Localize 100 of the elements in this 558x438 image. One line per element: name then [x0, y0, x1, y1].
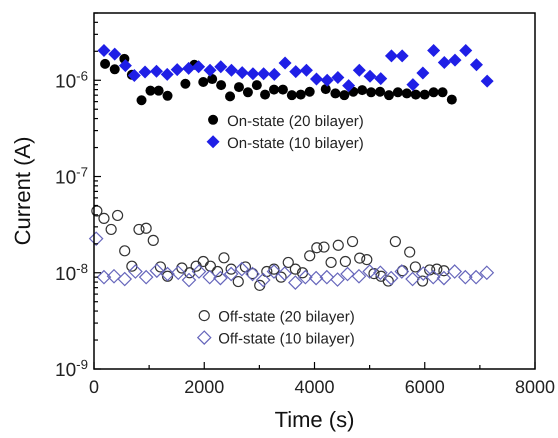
- point: [396, 49, 409, 62]
- point: [246, 67, 260, 80]
- point: [410, 261, 421, 273]
- point: [304, 250, 316, 262]
- y-axis-title: Current (A): [10, 136, 35, 246]
- point: [98, 212, 110, 224]
- point: [448, 54, 462, 67]
- point: [384, 271, 398, 286]
- point: [192, 264, 206, 279]
- point: [392, 87, 403, 98]
- point: [162, 90, 173, 101]
- y-tick-label: 10$^{-9}$: [55, 356, 88, 381]
- point: [310, 72, 323, 86]
- point: [289, 65, 302, 78]
- point: [218, 252, 230, 264]
- point: [384, 49, 398, 62]
- point: [405, 272, 420, 286]
- point: [428, 87, 439, 98]
- point: [252, 80, 262, 90]
- point: [225, 91, 236, 102]
- point: [192, 60, 206, 74]
- point: [89, 232, 104, 246]
- point: [382, 275, 394, 287]
- point: [278, 56, 292, 70]
- point: [198, 76, 208, 87]
- point: [286, 90, 297, 100]
- point: [268, 264, 280, 275]
- legend-label: On-state (20 bilayer): [227, 112, 364, 130]
- point: [275, 272, 287, 283]
- point: [268, 68, 281, 81]
- point: [396, 265, 408, 276]
- point: [204, 64, 217, 77]
- point: [424, 264, 436, 276]
- point: [340, 256, 351, 268]
- point: [364, 70, 377, 83]
- x-tick-label: 8000: [514, 377, 556, 397]
- point: [150, 64, 164, 78]
- point: [160, 68, 174, 81]
- y-tick-label: 10$^{-7}$: [55, 164, 88, 189]
- point: [296, 267, 308, 278]
- point: [298, 270, 313, 284]
- point: [154, 86, 164, 96]
- point: [290, 264, 301, 275]
- point: [224, 266, 238, 282]
- point: [366, 87, 376, 98]
- point: [182, 272, 196, 288]
- point: [480, 266, 494, 280]
- point: [318, 241, 330, 253]
- point: [136, 95, 147, 106]
- point: [204, 260, 216, 272]
- point: [110, 64, 120, 74]
- point: [394, 264, 409, 279]
- point: [214, 60, 228, 74]
- point: [260, 90, 270, 100]
- point: [216, 80, 226, 90]
- point: [257, 67, 270, 80]
- point: [468, 270, 484, 284]
- point: [184, 267, 196, 278]
- point: [320, 84, 331, 94]
- point: [346, 236, 358, 248]
- point: [224, 64, 238, 77]
- point: [374, 72, 388, 86]
- point: [91, 205, 102, 217]
- point: [480, 74, 494, 88]
- point: [236, 66, 249, 80]
- y-tick-label: 10$^{-6}$: [55, 68, 88, 92]
- point: [354, 252, 366, 264]
- point: [438, 265, 450, 276]
- point: [446, 94, 457, 105]
- point: [325, 256, 337, 268]
- point: [106, 224, 117, 236]
- point: [438, 56, 451, 69]
- point: [339, 90, 350, 100]
- point: [148, 234, 159, 246]
- point: [448, 264, 462, 279]
- point: [138, 65, 152, 78]
- point: [139, 270, 154, 284]
- point: [100, 58, 110, 69]
- point: [160, 266, 175, 282]
- point: [362, 264, 377, 279]
- point: [171, 266, 186, 280]
- legend-label: Off-state (10 bilayer): [218, 330, 355, 348]
- point: [342, 79, 356, 92]
- point: [213, 271, 228, 286]
- point: [368, 268, 380, 280]
- x-tick-label: 6000: [404, 377, 445, 397]
- point: [128, 69, 141, 82]
- point: [162, 270, 174, 282]
- point: [202, 270, 217, 284]
- point: [375, 86, 386, 97]
- point: [384, 90, 394, 100]
- point: [320, 74, 334, 87]
- point: [410, 90, 421, 100]
- point: [309, 271, 324, 286]
- point: [330, 272, 345, 287]
- point: [420, 90, 430, 100]
- point: [261, 266, 272, 278]
- point: [352, 64, 366, 77]
- point: [278, 266, 292, 281]
- point: [458, 270, 472, 284]
